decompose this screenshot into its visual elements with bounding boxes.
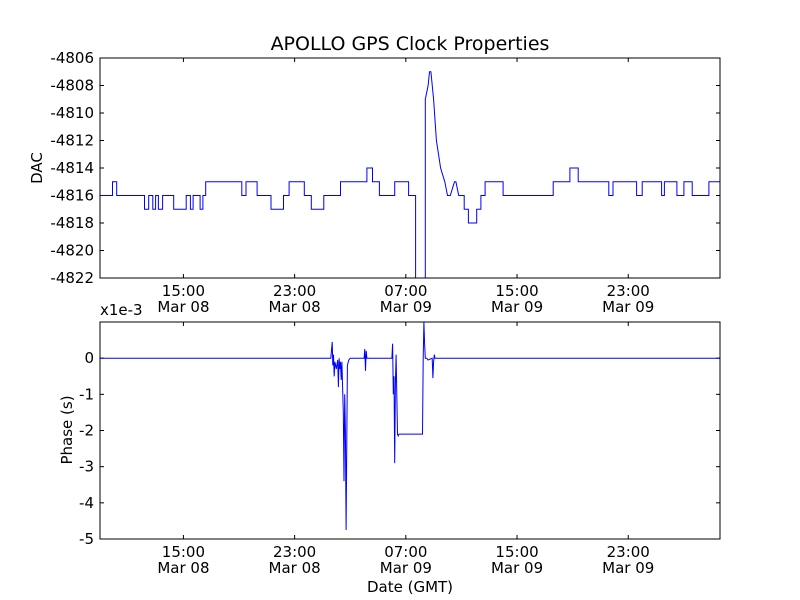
phase-ytick-label: -4 (79, 494, 94, 512)
phase-xtick-time-label: 23:00 (607, 543, 650, 561)
dac-ytick-label: -4808 (50, 77, 94, 95)
dac-ytick-label: -4820 (50, 242, 94, 260)
phase-ytick-label: -2 (79, 422, 94, 440)
dac-xtick-date-label: Mar 09 (602, 298, 654, 316)
dac-series-line (100, 71, 720, 279)
dac-xtick-date-label: Mar 08 (269, 298, 321, 316)
phase-xtick-date-label: Mar 09 (602, 559, 654, 577)
dac-xtick-time-label: 23:00 (607, 282, 650, 300)
dac-ytick-label: -4812 (50, 132, 94, 150)
dac-xtick-time-label: 07:00 (384, 282, 427, 300)
phase-ytick-label: -3 (79, 458, 94, 476)
phase-xtick-time-label: 07:00 (384, 543, 427, 561)
dac-ytick-label: -4806 (50, 49, 94, 67)
phase-plot-frame (99, 321, 721, 540)
phase-ylabel: Phase (s) (58, 395, 76, 464)
phase-xlabel: Date (GMT) (367, 578, 453, 596)
phase-xtick-time-label: 15:00 (162, 543, 205, 561)
dac-ytick-label: -4816 (50, 187, 94, 205)
phase-offset-label: x1e-3 (100, 301, 143, 319)
phase-ytick-label: -1 (79, 385, 94, 403)
phase-y-tick-labels: -5 -4 -3 -2 -1 0 (79, 349, 94, 548)
dac-ytick-label: -4810 (50, 104, 94, 122)
dac-xtick-time-label: 23:00 (273, 282, 316, 300)
phase-ytick-label: 0 (84, 349, 94, 367)
chart-title: APOLLO GPS Clock Properties (271, 33, 550, 55)
phase-series-line (100, 321, 720, 531)
dac-xtick-date-label: Mar 08 (157, 298, 209, 316)
dac-ytick-label: -4822 (50, 269, 94, 287)
dac-tick-marks (100, 57, 720, 279)
phase-xtick-date-label: Mar 08 (157, 559, 209, 577)
dac-xtick-date-label: Mar 09 (380, 298, 432, 316)
dac-plot-area (100, 58, 720, 278)
phase-xtick-time-label: 15:00 (495, 543, 538, 561)
dac-xtick-date-label: Mar 09 (491, 298, 543, 316)
phase-plot-area (100, 322, 720, 539)
dac-xtick-time-label: 15:00 (162, 282, 205, 300)
phase-xtick-date-label: Mar 09 (380, 559, 432, 577)
dac-ytick-label: -4818 (50, 214, 94, 232)
dac-y-tick-labels: -4822 -4820 -4818 -4816 -4814 -4812 -4810 -4808… (50, 49, 94, 287)
dac-xtick-time-label: 15:00 (495, 282, 538, 300)
dac-plot-frame (99, 57, 721, 279)
phase-xtick-date-label: Mar 09 (491, 559, 543, 577)
phase-ytick-label: -5 (79, 530, 94, 548)
dac-ytick-label: -4814 (50, 159, 94, 177)
dac-ylabel: DAC (28, 152, 46, 184)
dac-panel: -4822 -4820 -4818 -4816 -4814 -4812 -4810 -4808… (28, 49, 721, 316)
phase-xtick-date-label: Mar 08 (269, 559, 321, 577)
phase-xtick-time-label: 23:00 (273, 543, 316, 561)
